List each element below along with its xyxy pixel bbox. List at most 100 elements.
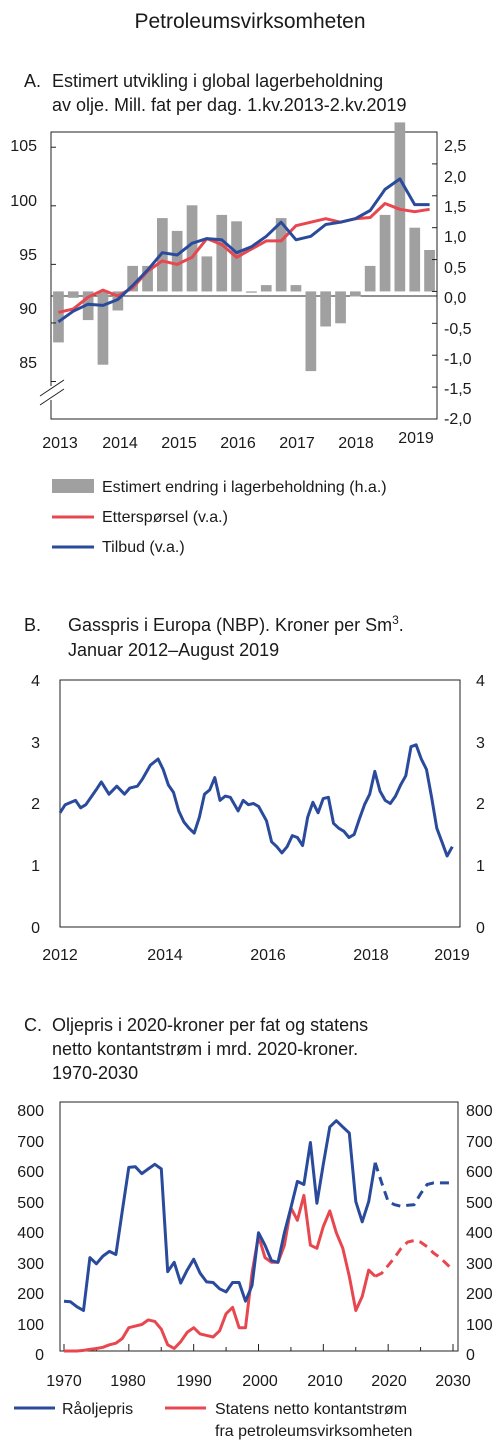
panel-c: C. Oljepris i 2020-kroner per fat og sta… (14, 1015, 493, 1440)
stock-change-bar (409, 227, 421, 292)
panel-b-plot-frame (59, 679, 461, 928)
panel-a-plot-frame (50, 131, 438, 420)
x-tick-label: 2010 (307, 1373, 343, 1390)
stock-change-bar (216, 214, 228, 292)
y-right-tick-label: 100 (466, 1317, 493, 1334)
y-right-tick-label: 0,5 (444, 260, 466, 277)
panel-a-label: A. (24, 71, 41, 91)
y-right-tick-label: 0,0 (444, 290, 466, 307)
y-right-tick-label: 1,0 (444, 229, 466, 246)
y-right-tick-label: 1 (476, 858, 485, 875)
legend-label-bars: Estimert endring i lagerbeholdning (h.a.… (102, 479, 387, 496)
x-tick-label: 2018 (353, 947, 389, 964)
y-right-tick-label: 500 (466, 1195, 493, 1212)
panel-b: B. Gasspris i Europa (NBP). Kroner per S… (24, 613, 485, 964)
y-left-tick-label: 85 (19, 355, 37, 372)
stock-change-bar (142, 265, 153, 292)
axis-break-icon (39, 379, 65, 406)
stock-change-bar (67, 291, 79, 298)
y-right-tick-label: 2,5 (444, 138, 466, 155)
y-left-tick-label: 400 (17, 1225, 44, 1242)
y-right-tick-label: 0 (476, 920, 485, 937)
y-left-tick-label: 1 (31, 858, 40, 875)
y-left-tick-label: 200 (17, 1286, 44, 1303)
y-left-tick-label: 2 (31, 796, 40, 813)
stock-change-bar (171, 230, 183, 292)
demand-line (58, 202, 430, 314)
y-right-tick-label: -0,5 (444, 321, 472, 338)
panel-c-title-line1: Oljepris i 2020-kroner per fat og staten… (52, 1015, 368, 1035)
panel-b-title-line1: Gasspris i Europa (NBP). Kroner per Sm3. (68, 613, 404, 635)
y-left-tick-label: 500 (17, 1195, 44, 1212)
y-right-tick-label: 1,5 (444, 199, 466, 216)
y-right-tick-label: 700 (466, 1134, 493, 1151)
panel-c-label: C. (24, 1015, 42, 1035)
legend-label-supply: Tilbud (v.a.) (102, 539, 185, 556)
panel-c-title-line2: netto kontantstrøm i mrd. 2020-kroner. (52, 1039, 358, 1059)
stock-change-bar (290, 285, 302, 292)
stock-change-bar (394, 122, 406, 292)
y-right-tick-label: -1,0 (444, 351, 472, 368)
stock-change-bar (335, 291, 346, 324)
stock-change-bar (320, 291, 331, 327)
y-right-tick-label: -2,0 (444, 411, 472, 428)
panel-b-lines (58, 743, 454, 858)
stock-change-bar (305, 291, 317, 372)
y-right-tick-label: 3 (476, 735, 485, 752)
legend-label-demand: Etterspørsel (v.a.) (102, 509, 228, 526)
y-right-tick-label: 300 (466, 1256, 493, 1273)
panel-b-title-line2: Januar 2012–August 2019 (68, 640, 279, 660)
stock-change-bar (350, 291, 361, 297)
y-right-tick-label: 2 (476, 796, 485, 813)
y-left-tick-label: 0 (31, 920, 40, 937)
y-right-tick-label: 0 (466, 1347, 475, 1364)
stock-change-bar (201, 256, 213, 292)
y-right-tick-label: 800 (466, 1103, 493, 1120)
panel-c-title-line3: 1970-2030 (52, 1063, 138, 1083)
x-tick-label: 1970 (46, 1373, 82, 1390)
x-tick-label: 2012 (42, 947, 78, 964)
x-tick-label: 2020 (371, 1373, 407, 1390)
y-right-tick-label: 4 (476, 673, 485, 690)
y-left-tick-label: 105 (10, 138, 37, 155)
x-tick-label: 2016 (250, 947, 286, 964)
stock-change-bar (424, 250, 435, 292)
y-right-tick-label: 400 (466, 1225, 493, 1242)
y-left-tick-label: 90 (19, 301, 37, 318)
stock-change-bar (260, 285, 272, 292)
y-left-tick-label: 700 (17, 1134, 44, 1151)
supply-line (57, 177, 430, 324)
panel-c-x-ticks (63, 1344, 454, 1351)
y-right-tick-label: 600 (466, 1164, 493, 1181)
panel-b-title-superscript: 3 (392, 613, 399, 627)
panel-a-lines (57, 177, 430, 324)
y-left-tick-label: 3 (31, 735, 40, 752)
oil-price-projection-line (373, 1162, 453, 1208)
legend-swatch-bar (52, 479, 94, 493)
y-left-tick-label: 100 (10, 193, 37, 210)
y-left-tick-label: 100 (17, 1317, 44, 1334)
x-tick-label: 2013 (42, 435, 78, 452)
y-right-tick-label: 200 (466, 1286, 493, 1303)
panel-b-title-end: . (399, 615, 404, 635)
y-left-tick-label: 4 (31, 673, 40, 690)
y-left-tick-label: 600 (17, 1164, 44, 1181)
x-tick-label: 2015 (161, 435, 197, 452)
legend-label-oil: Råoljepris (62, 1400, 133, 1418)
legend-label-cash-line1: Statens netto kontantstrøm (215, 1401, 407, 1418)
y-right-tick-label: 2,0 (444, 169, 466, 186)
panel-b-label: B. (24, 615, 41, 635)
x-tick-label: 2016 (220, 435, 256, 452)
stock-change-bar (364, 265, 376, 292)
stock-change-bar (246, 291, 257, 293)
panel-c-lines (63, 1119, 455, 1353)
cashflow-line (64, 1193, 377, 1353)
panel-a-title-line1: Estimert utvikling i global lagerbeholdn… (52, 71, 383, 91)
x-tick-label: 1980 (110, 1373, 146, 1390)
x-tick-label: 2000 (242, 1373, 278, 1390)
x-tick-label: 2030 (435, 1373, 471, 1390)
x-tick-label: 1990 (176, 1373, 212, 1390)
oil-price-line (63, 1119, 377, 1312)
y-left-tick-label: 0 (35, 1347, 44, 1364)
x-tick-label: 2017 (279, 435, 315, 452)
